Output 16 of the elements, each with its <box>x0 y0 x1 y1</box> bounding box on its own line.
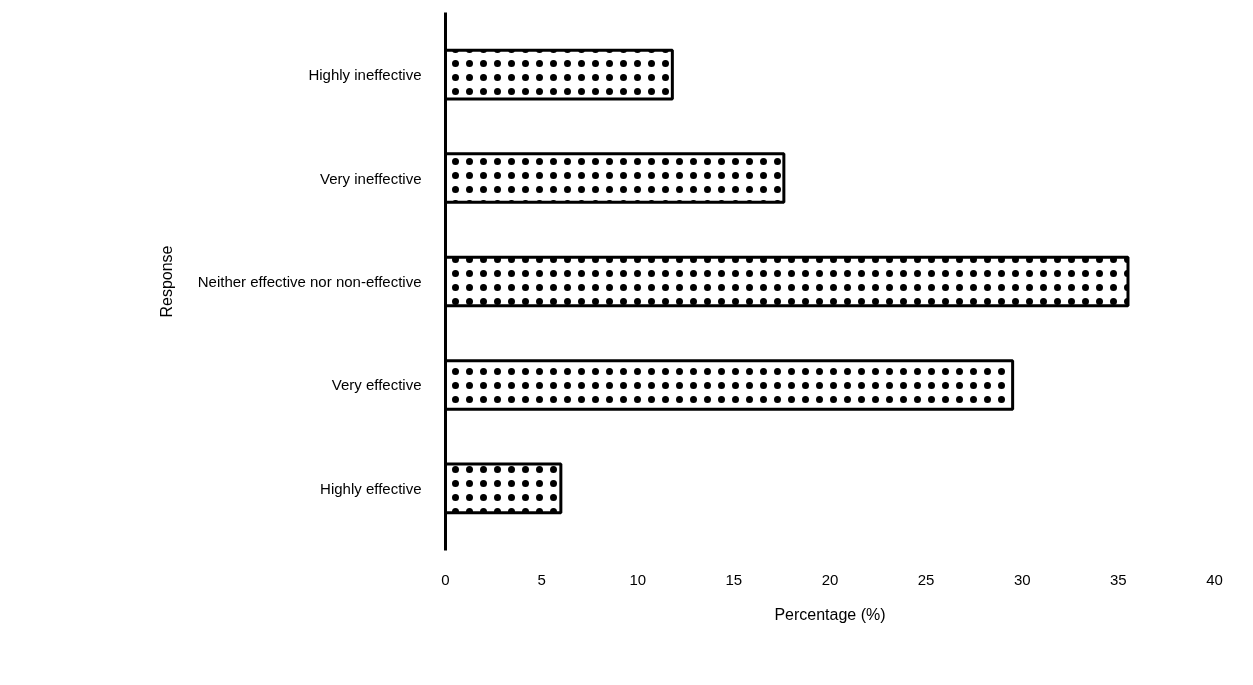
x-tick-label: 10 <box>629 570 647 588</box>
x-tick-label: 0 <box>441 570 450 588</box>
y-tick-label: Highly effective <box>320 479 422 497</box>
y-axis-title: Response <box>157 245 175 318</box>
x-tick-label: 40 <box>1206 570 1223 588</box>
y-tick-label: Very ineffective <box>320 169 422 187</box>
x-tick-label: 30 <box>1013 570 1031 588</box>
x-tick-label: 5 <box>537 570 546 588</box>
x-tick-label: 15 <box>725 570 743 588</box>
x-tick-label: 25 <box>917 570 935 588</box>
x-tick-label: 20 <box>821 570 839 588</box>
x-axis-title: Percentage (%) <box>774 605 886 623</box>
y-tick-label: Neither effective nor non-effective <box>197 273 422 290</box>
y-tick-label: Very effective <box>331 376 422 394</box>
y-tick-label: Highly ineffective <box>308 66 422 84</box>
x-tick-label: 35 <box>1110 570 1127 588</box>
